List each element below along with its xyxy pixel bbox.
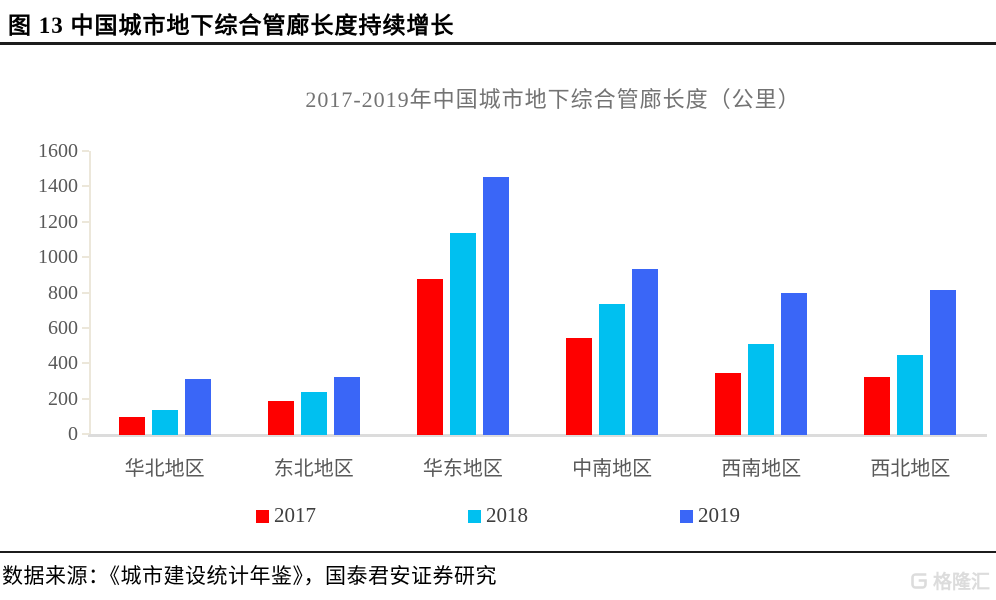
x-axis-label-西北地区: 西北地区 [870,458,951,480]
legend-item-2019: 2019 [680,503,740,528]
header-divider [0,42,996,45]
bar-2017-西北地区 [864,377,891,435]
bar-group-华东地区 [388,177,537,435]
bar-group-中南地区 [538,269,687,435]
y-axis-tick [82,433,89,435]
bar-2017-东北地区 [267,401,294,435]
bar-2017-华东地区 [416,279,443,435]
y-axis-tick-label: 1200 [38,210,78,233]
bar-2017-西南地区 [715,373,742,435]
x-axis-label-华北地区: 华北地区 [124,458,205,480]
legend-label-2018: 2018 [486,503,528,527]
figure-caption: 图 13 中国城市地下综合管廊长度持续增长 [8,13,455,38]
y-axis-tick-label: 600 [48,316,78,339]
bar-2019-东北地区 [333,377,360,435]
bar-group-西北地区 [836,290,985,435]
y-axis-tick [82,220,89,223]
bar-group-西南地区 [687,293,836,435]
watermark-label: 格隆汇 [932,572,990,593]
x-axis-label-西南地区: 西南地区 [721,458,802,480]
legend-swatch-2018 [468,510,481,523]
bar-2018-西北地区 [897,355,924,435]
y-axis-tick-label: 1600 [38,140,78,162]
bar-2018-华东地区 [449,233,476,435]
chart-title: 2017-2019年中国城市地下综合管廊长度（公里） [305,87,801,112]
y-axis-tick-label: 200 [48,387,78,410]
bar-2019-西北地区 [930,290,957,435]
x-axis-label-中南地区: 中南地区 [572,458,653,480]
watermark: 格隆汇 [909,567,990,594]
footer-divider [0,551,996,553]
y-axis-tick [82,256,89,259]
x-axis-label-东北地区: 东北地区 [273,458,354,480]
legend-swatch-2017 [256,510,269,523]
y-axis-tick-label: 1000 [38,246,78,269]
y-axis-tick-label: 0 [68,423,78,445]
legend-label-2019: 2019 [698,503,740,527]
bar-2018-东北地区 [300,392,327,435]
legend-label-2017: 2017 [274,503,316,527]
bar-group-东北地区 [239,377,388,435]
y-axis-tick-label: 800 [48,281,78,304]
legend-swatch-2019 [680,510,693,523]
bar-group-华北地区 [90,379,239,435]
x-axis-label-华东地区: 华东地区 [422,458,503,480]
bar-2017-中南地区 [566,338,593,435]
bar-2019-华北地区 [184,379,211,435]
bar-2019-西南地区 [781,293,808,435]
y-axis-tick-label: 400 [48,352,78,375]
y-axis-tick [82,150,89,152]
bar-2019-华东地区 [482,177,509,435]
legend-item-2018: 2018 [468,503,528,528]
y-axis-tick [82,362,89,365]
bar-2019-中南地区 [632,269,659,435]
bar-2018-中南地区 [599,304,626,435]
bar-2017-华北地区 [118,417,145,435]
data-source-note: 数据来源：《城市建设统计年鉴》，国泰君安证券研究 [2,564,497,588]
gelonghui-logo-icon [911,572,927,589]
y-axis-line [89,151,91,437]
chart-legend: 2017 2018 2019 [0,503,996,528]
bar-2018-西南地区 [748,344,775,435]
x-axis-line [88,434,987,437]
bar-2018-华北地区 [151,410,178,435]
y-axis-tick [82,291,89,294]
legend-item-2017: 2017 [256,503,316,528]
y-axis-tick-label: 1400 [38,175,78,198]
y-axis-tick [82,326,89,329]
y-axis-tick [82,185,89,188]
y-axis-tick [82,397,89,400]
